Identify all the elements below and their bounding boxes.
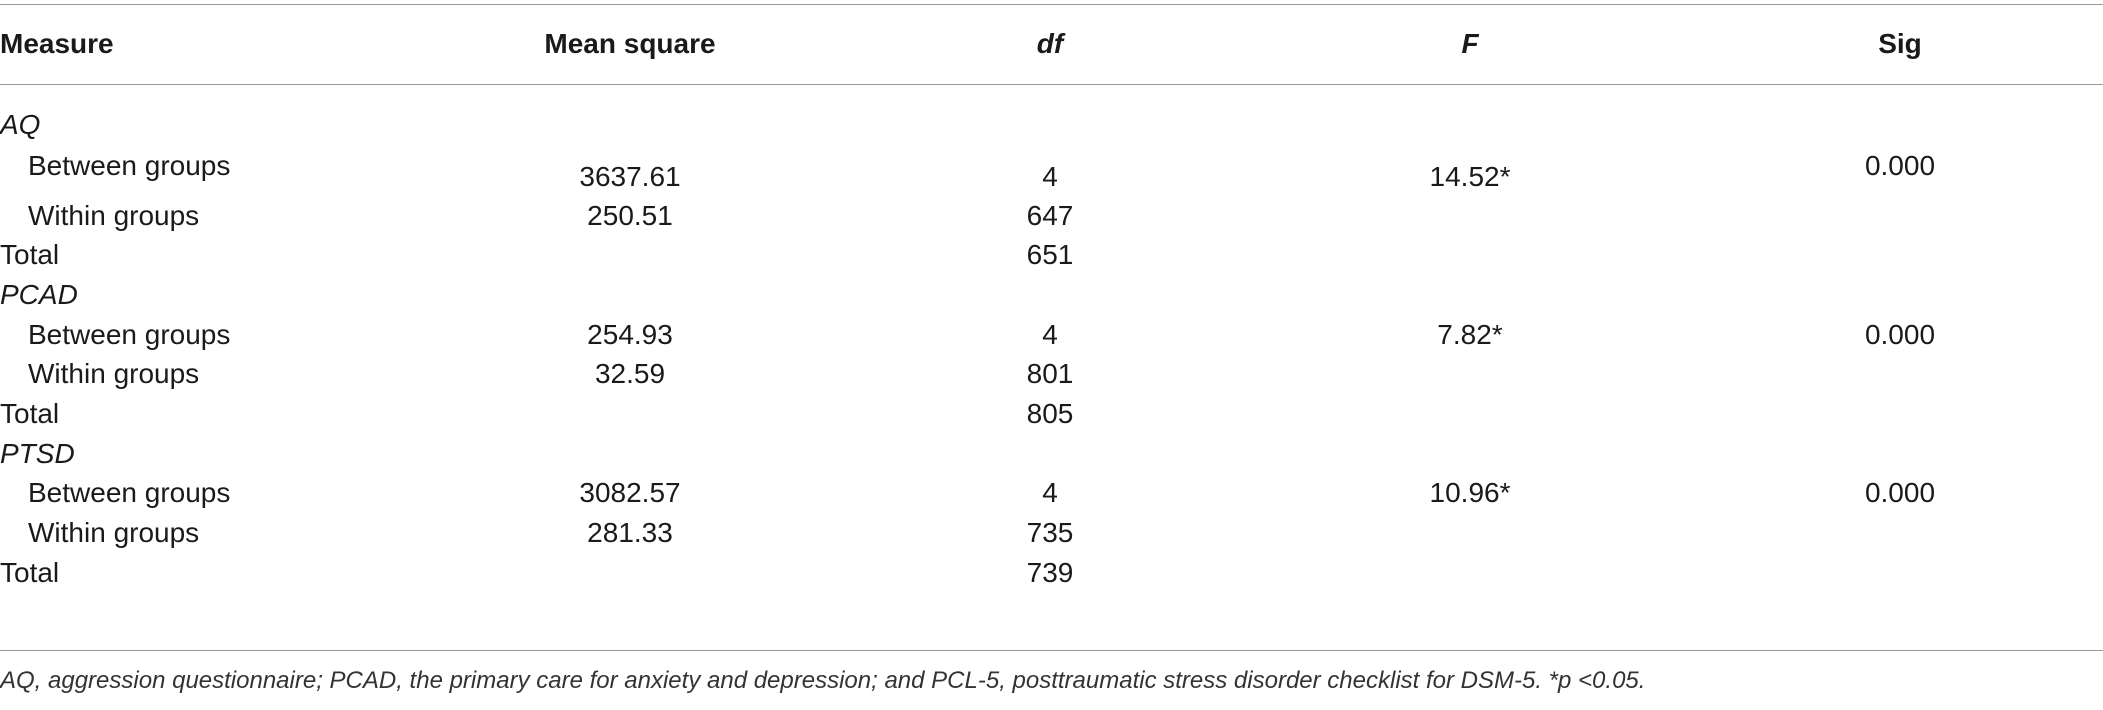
row-label-pcad-within: Within groups <box>28 358 200 389</box>
row-label-pcad-between: Between groups <box>28 319 231 350</box>
row-label-aq-total: Total <box>0 239 60 270</box>
cell-pcad-between-ms: 254.93 <box>587 319 673 350</box>
cell-aq-total-df: 651 <box>1026 239 1074 270</box>
header-df: df <box>1036 28 1064 59</box>
cell-ptsd-between-f: 10.96* <box>1429 477 1511 508</box>
cell-aq-between-df: 4 <box>1042 161 1058 192</box>
header-f: F <box>1461 28 1479 59</box>
row-label-aq-within: Within groups <box>28 200 200 231</box>
cell-ptsd-between-sig: 0.000 <box>1864 477 1936 508</box>
cell-aq-between-f: 14.52* <box>1429 161 1511 192</box>
cell-ptsd-within-df: 735 <box>1026 517 1074 548</box>
header-sig: Sig <box>1878 28 1922 59</box>
row-label-aq-between: Between groups <box>28 150 231 181</box>
cell-aq-within-ms: 250.51 <box>587 200 673 231</box>
cell-pcad-within-df: 801 <box>1026 358 1074 389</box>
table-footnote: AQ, aggression questionnaire; PCAD, the … <box>0 667 1646 694</box>
cell-aq-between-ms: 3637.61 <box>579 161 681 192</box>
table-top-rule <box>0 4 2103 5</box>
header-mean-square: Mean square <box>544 28 716 59</box>
group-title-pcad: PCAD <box>0 279 78 310</box>
table-header-rule <box>0 84 2103 85</box>
row-label-pcad-total: Total <box>0 398 60 429</box>
group-title-ptsd: PTSD <box>0 438 75 469</box>
header-measure: Measure <box>0 28 114 59</box>
group-title-aq: AQ <box>0 109 41 140</box>
table-header-row: Measure Mean square df F Sig <box>0 27 2103 61</box>
cell-ptsd-total-df: 739 <box>1026 557 1074 588</box>
cell-ptsd-within-ms: 281.33 <box>587 517 673 548</box>
cell-pcad-within-ms: 32.59 <box>594 358 666 389</box>
table-body: AQ Between groups 3637.61 4 14.52* 0.000… <box>0 109 1936 588</box>
cell-ptsd-between-ms: 3082.57 <box>579 477 681 508</box>
cell-pcad-between-df: 4 <box>1042 319 1058 350</box>
cell-pcad-total-df: 805 <box>1026 398 1074 429</box>
cell-aq-within-df: 647 <box>1026 200 1074 231</box>
cell-ptsd-between-df: 4 <box>1042 477 1058 508</box>
cell-aq-between-sig: 0.000 <box>1864 150 1936 181</box>
row-label-ptsd-total: Total <box>0 557 60 588</box>
cell-pcad-between-sig: 0.000 <box>1864 319 1936 350</box>
row-label-ptsd-within: Within groups <box>28 517 200 548</box>
row-label-ptsd-between: Between groups <box>28 477 231 508</box>
cell-pcad-between-f: 7.82* <box>1437 319 1503 350</box>
table-bottom-rule <box>0 650 2103 651</box>
